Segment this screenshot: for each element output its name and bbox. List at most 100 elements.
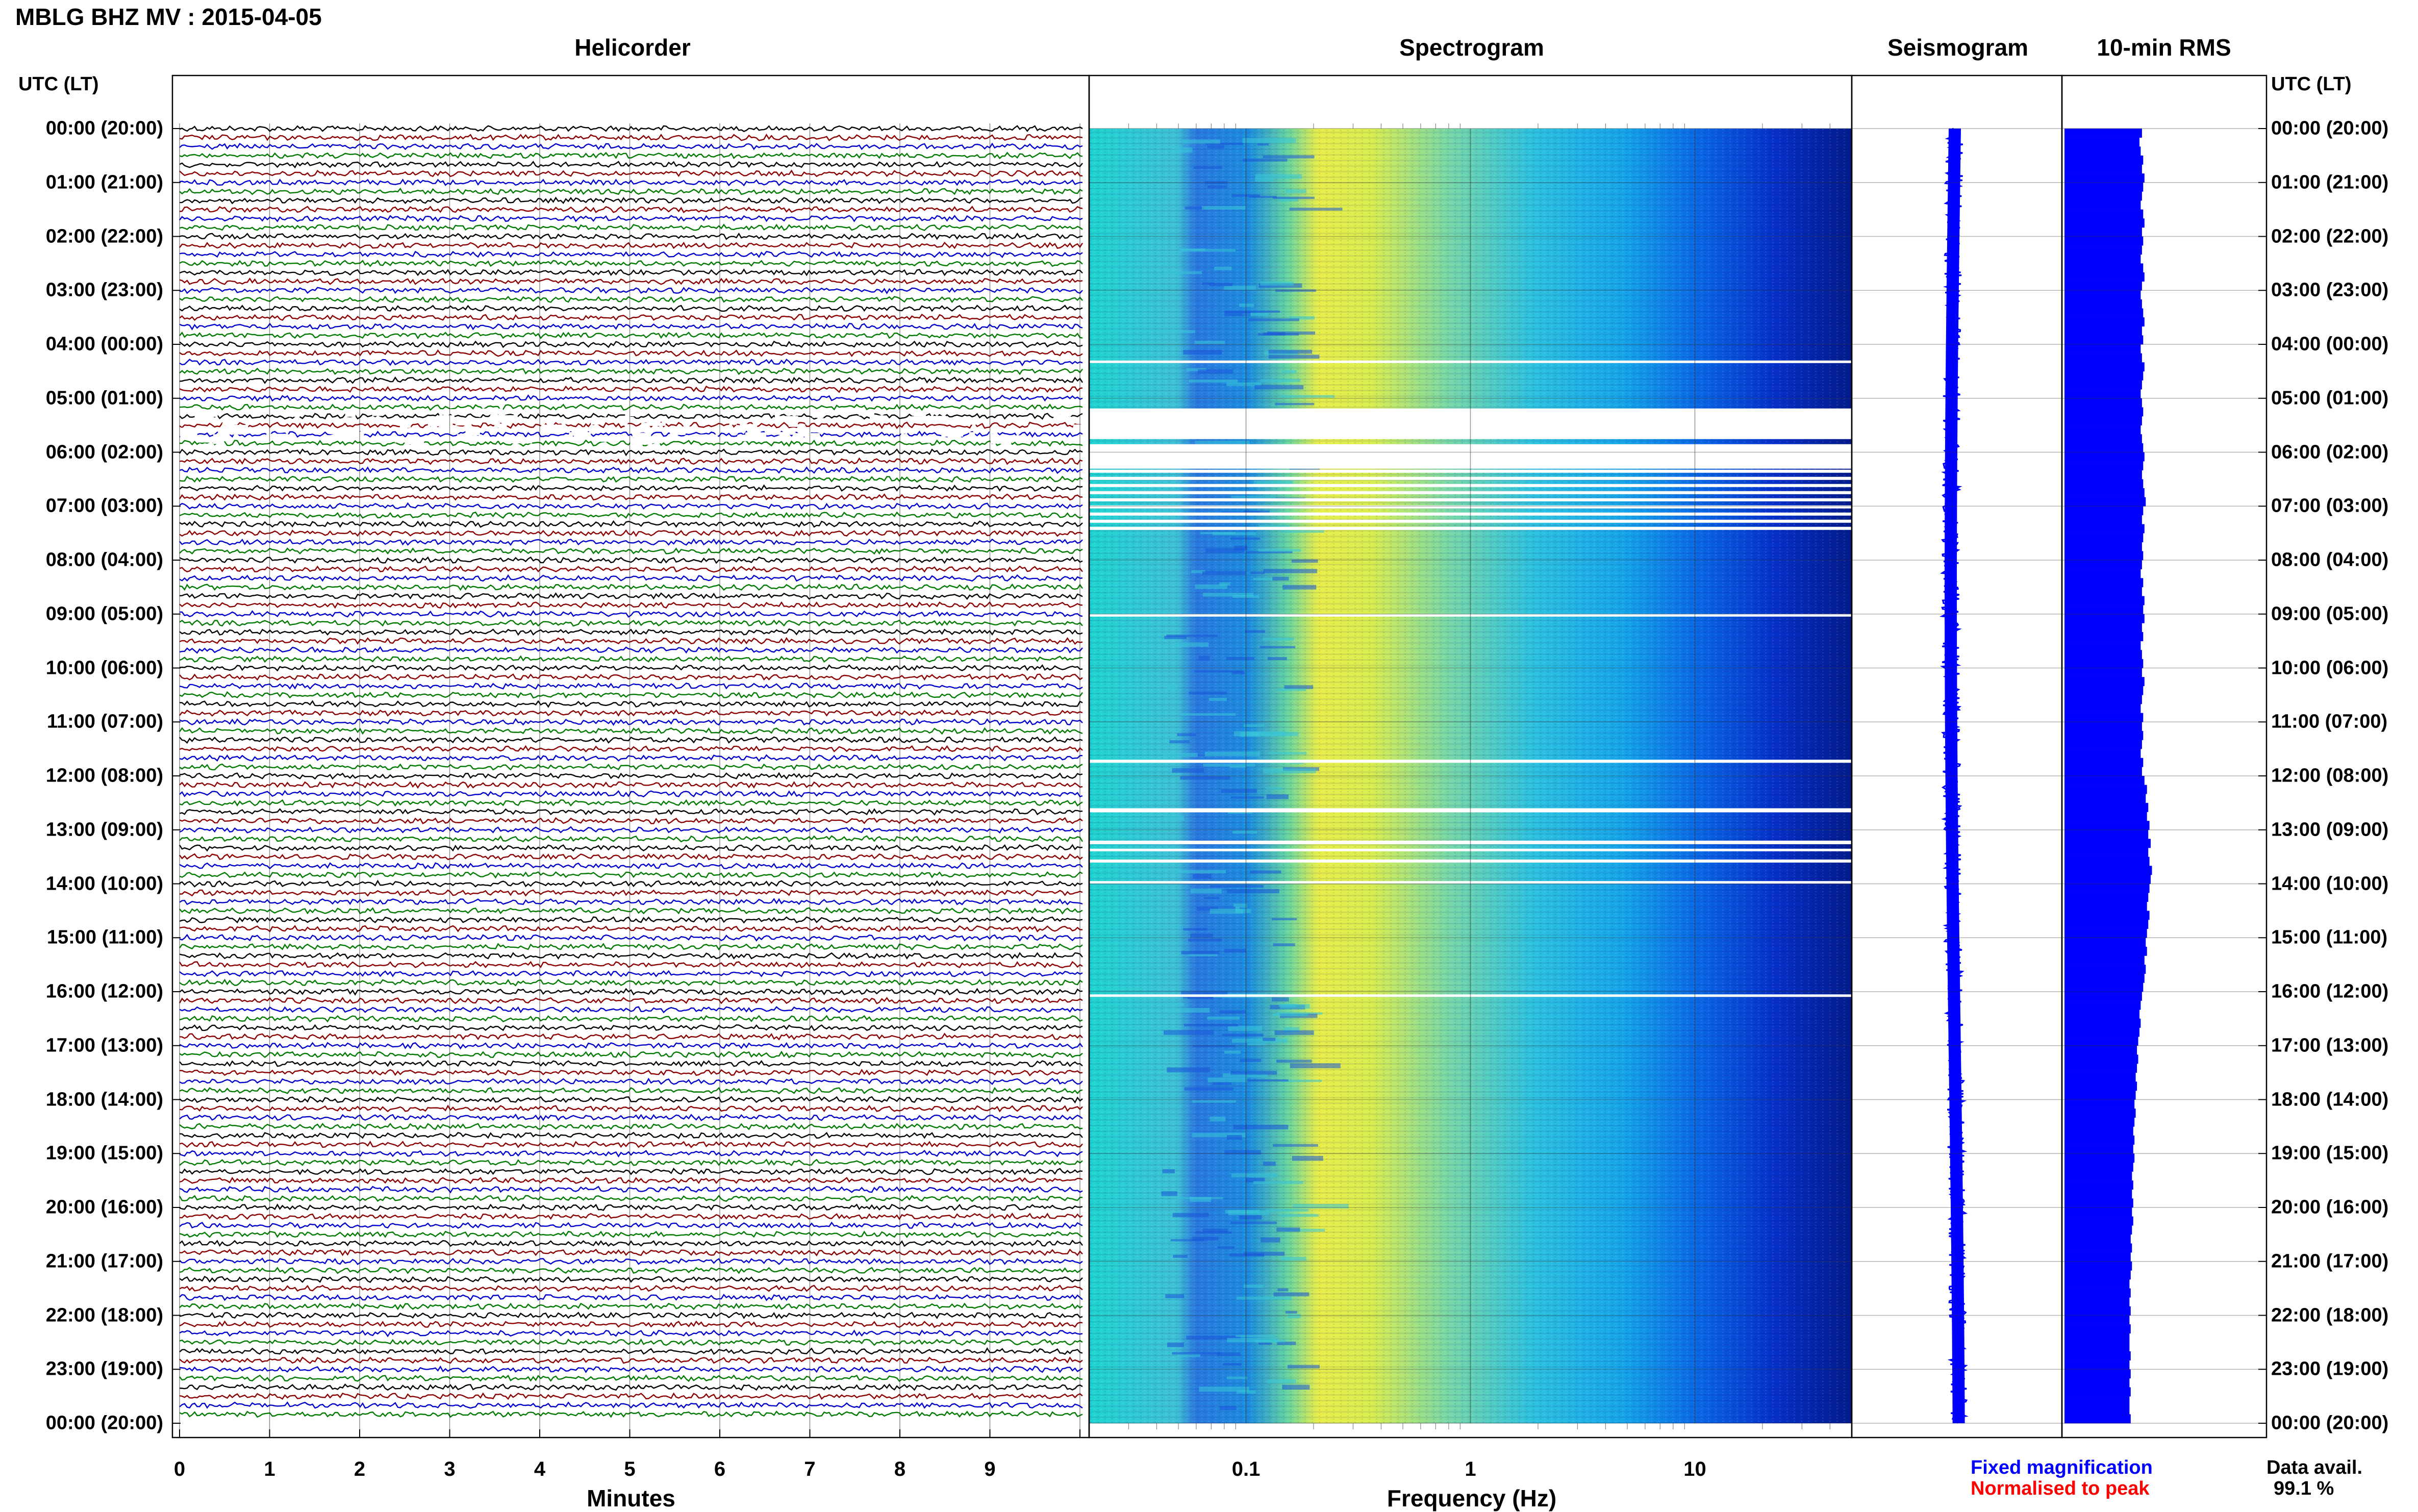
spectrogram-streak bbox=[1193, 166, 1222, 169]
data-gap-mark bbox=[486, 438, 500, 441]
helicorder-trace bbox=[179, 404, 1083, 411]
data-gap-mark bbox=[958, 409, 980, 413]
time-label-left: 03:00 (23:00) bbox=[45, 279, 163, 301]
rms-bar bbox=[2064, 542, 2142, 551]
seismogram-envelope bbox=[1945, 129, 1965, 1423]
spectrogram-gap bbox=[1089, 505, 1852, 509]
helicorder-trace bbox=[179, 1024, 1083, 1031]
time-label-left: 00:00 (20:00) bbox=[45, 1412, 163, 1434]
rms-bar bbox=[2064, 326, 2142, 336]
spectrogram-gap bbox=[1089, 498, 1852, 501]
data-gap-mark bbox=[464, 437, 489, 440]
spectrogram-streak bbox=[1222, 1034, 1264, 1037]
spectrogram-streak bbox=[1246, 551, 1293, 553]
data-gap-mark bbox=[329, 429, 354, 435]
rms-bar bbox=[2064, 982, 2144, 992]
spectrogram-streak bbox=[1231, 495, 1276, 498]
rms-bar bbox=[2064, 1099, 2135, 1109]
time-label-left: 09:00 (05:00) bbox=[45, 603, 163, 625]
spectrogram-streak bbox=[1202, 206, 1246, 210]
rms-bar bbox=[2064, 299, 2142, 309]
helicorder-trace bbox=[179, 1096, 1083, 1104]
helicorder-trace bbox=[179, 196, 1083, 205]
time-label-right: 01:00 (21:00) bbox=[2271, 171, 2389, 193]
data-gap-mark bbox=[795, 433, 820, 437]
data-gap-mark bbox=[630, 438, 652, 445]
data-gap-mark bbox=[651, 438, 663, 444]
spectrogram-streak bbox=[1202, 1228, 1228, 1232]
rms-bar bbox=[2064, 668, 2142, 677]
data-gap-mark bbox=[180, 427, 193, 434]
spectrogram-streak bbox=[1195, 1231, 1232, 1234]
spectrogram-streak bbox=[1167, 1342, 1184, 1347]
data-gap-mark bbox=[594, 417, 615, 421]
rms-bar bbox=[2064, 191, 2142, 201]
time-label-left: 10:00 (06:00) bbox=[45, 657, 163, 678]
spectrogram-streak bbox=[1228, 1210, 1270, 1216]
spectrogram-streak bbox=[1230, 537, 1260, 540]
spectrogram-streak bbox=[1174, 1197, 1223, 1199]
rms-bar bbox=[2064, 290, 2141, 300]
data-gap-mark bbox=[197, 438, 218, 443]
spectrogram-streak bbox=[1228, 812, 1252, 814]
spectrogram-streak bbox=[1242, 313, 1269, 316]
data-gap-mark bbox=[909, 438, 916, 444]
helicorder-trace bbox=[179, 466, 1083, 474]
helicorder-trace bbox=[179, 853, 1083, 861]
spectrogram-streak bbox=[1185, 206, 1204, 210]
helicorder-trace bbox=[179, 1006, 1083, 1014]
helicorder-trace bbox=[179, 187, 1083, 195]
spectrogram-streak bbox=[1177, 733, 1196, 737]
spectrogram-streak bbox=[1202, 282, 1215, 285]
time-label-right: 05:00 (01:00) bbox=[2271, 387, 2389, 409]
data-gap-mark bbox=[465, 429, 480, 436]
spectrogram-streak bbox=[1191, 570, 1205, 573]
spectrogram-streak bbox=[1210, 909, 1243, 914]
helicorder-trace bbox=[179, 682, 1083, 690]
data-gap-mark bbox=[625, 412, 637, 417]
data-gap-mark bbox=[745, 432, 767, 438]
helicorder-trace bbox=[179, 1131, 1083, 1140]
spectrogram-streak bbox=[1289, 208, 1343, 211]
data-gap-mark bbox=[624, 424, 632, 430]
spectrogram-streak bbox=[1258, 1343, 1272, 1345]
panel-frame bbox=[2061, 74, 2268, 1439]
rms-bar bbox=[2064, 848, 2149, 857]
rms-bar bbox=[2064, 874, 2151, 884]
helicorder-trace bbox=[179, 736, 1083, 744]
helicorder-trace bbox=[179, 1410, 1083, 1418]
spectrogram-streak bbox=[1166, 1002, 1185, 1006]
helicorder-trace bbox=[179, 1060, 1083, 1068]
helicorder-trace bbox=[179, 871, 1083, 879]
rms-bar bbox=[2064, 695, 2142, 704]
rms-bar bbox=[2064, 371, 2144, 381]
helicorder-trace bbox=[179, 646, 1083, 654]
rms-bar bbox=[2064, 479, 2144, 489]
rms-bar bbox=[2064, 839, 2151, 848]
rms-bar bbox=[2064, 1414, 2131, 1424]
helicorder-trace bbox=[179, 484, 1083, 492]
spectrogram-streak bbox=[1258, 549, 1301, 552]
data-gap-mark bbox=[394, 437, 406, 443]
spectrogram-streak bbox=[1186, 1335, 1241, 1340]
spectrogram-streak bbox=[1210, 1116, 1226, 1122]
helicorder-trace bbox=[179, 1077, 1083, 1086]
rms-bar bbox=[2064, 785, 2147, 794]
hour-gridlines bbox=[1089, 128, 2266, 1424]
spectrogram-streak bbox=[1194, 670, 1243, 673]
rms-bar bbox=[2064, 713, 2144, 722]
data-gap-mark bbox=[391, 410, 405, 414]
frequency-tick-label: 0.1 bbox=[1231, 1458, 1261, 1480]
helicorder-trace bbox=[179, 493, 1082, 501]
data-gap-mark bbox=[427, 420, 453, 426]
data-gap-mark bbox=[670, 431, 686, 435]
data-gap-mark bbox=[213, 434, 222, 438]
data-gap-mark bbox=[481, 408, 503, 411]
data-gap-mark bbox=[537, 426, 560, 430]
helicorder-trace bbox=[179, 961, 1083, 969]
spectrogram-streak bbox=[1210, 885, 1264, 888]
spectrogram-streak bbox=[1190, 889, 1222, 894]
spectrogram-streak bbox=[1231, 1173, 1278, 1177]
helicorder-trace bbox=[179, 367, 1083, 375]
